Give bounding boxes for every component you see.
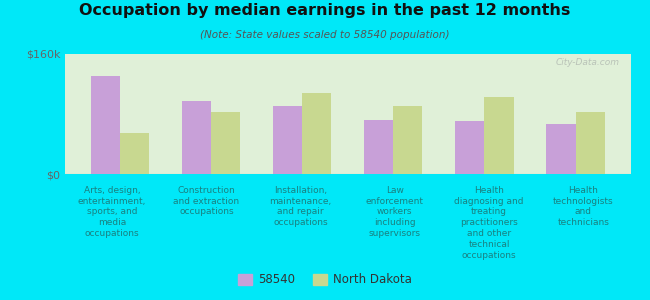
Legend: 58540, North Dakota: 58540, North Dakota — [233, 269, 417, 291]
Bar — [455, 122, 484, 174]
Text: Arts, design,
entertainment,
sports, and
media
occupations: Arts, design, entertainment, sports, and… — [78, 186, 146, 238]
Text: Occupation by median earnings in the past 12 months: Occupation by median earnings in the pas… — [79, 3, 571, 18]
Text: City-Data.com: City-Data.com — [555, 58, 619, 67]
Bar — [484, 98, 514, 174]
Bar — [576, 112, 604, 174]
Text: Health
technologists
and
technicians: Health technologists and technicians — [553, 186, 614, 227]
Text: Construction
and extraction
occupations: Construction and extraction occupations — [174, 186, 239, 217]
Bar — [547, 124, 576, 174]
Bar — [302, 93, 332, 174]
Bar — [364, 120, 393, 174]
Bar — [393, 106, 422, 174]
Text: Law
enforcement
workers
including
supervisors: Law enforcement workers including superv… — [366, 186, 424, 238]
Bar — [211, 112, 240, 174]
Text: Health
diagnosing and
treating
practitioners
and other
technical
occupations: Health diagnosing and treating practitio… — [454, 186, 524, 260]
Bar — [182, 101, 211, 174]
Bar — [273, 106, 302, 174]
Text: Installation,
maintenance,
and repair
occupations: Installation, maintenance, and repair oc… — [270, 186, 332, 227]
Text: (Note: State values scaled to 58540 population): (Note: State values scaled to 58540 popu… — [200, 30, 450, 40]
Bar — [91, 76, 120, 174]
Bar — [120, 133, 149, 174]
